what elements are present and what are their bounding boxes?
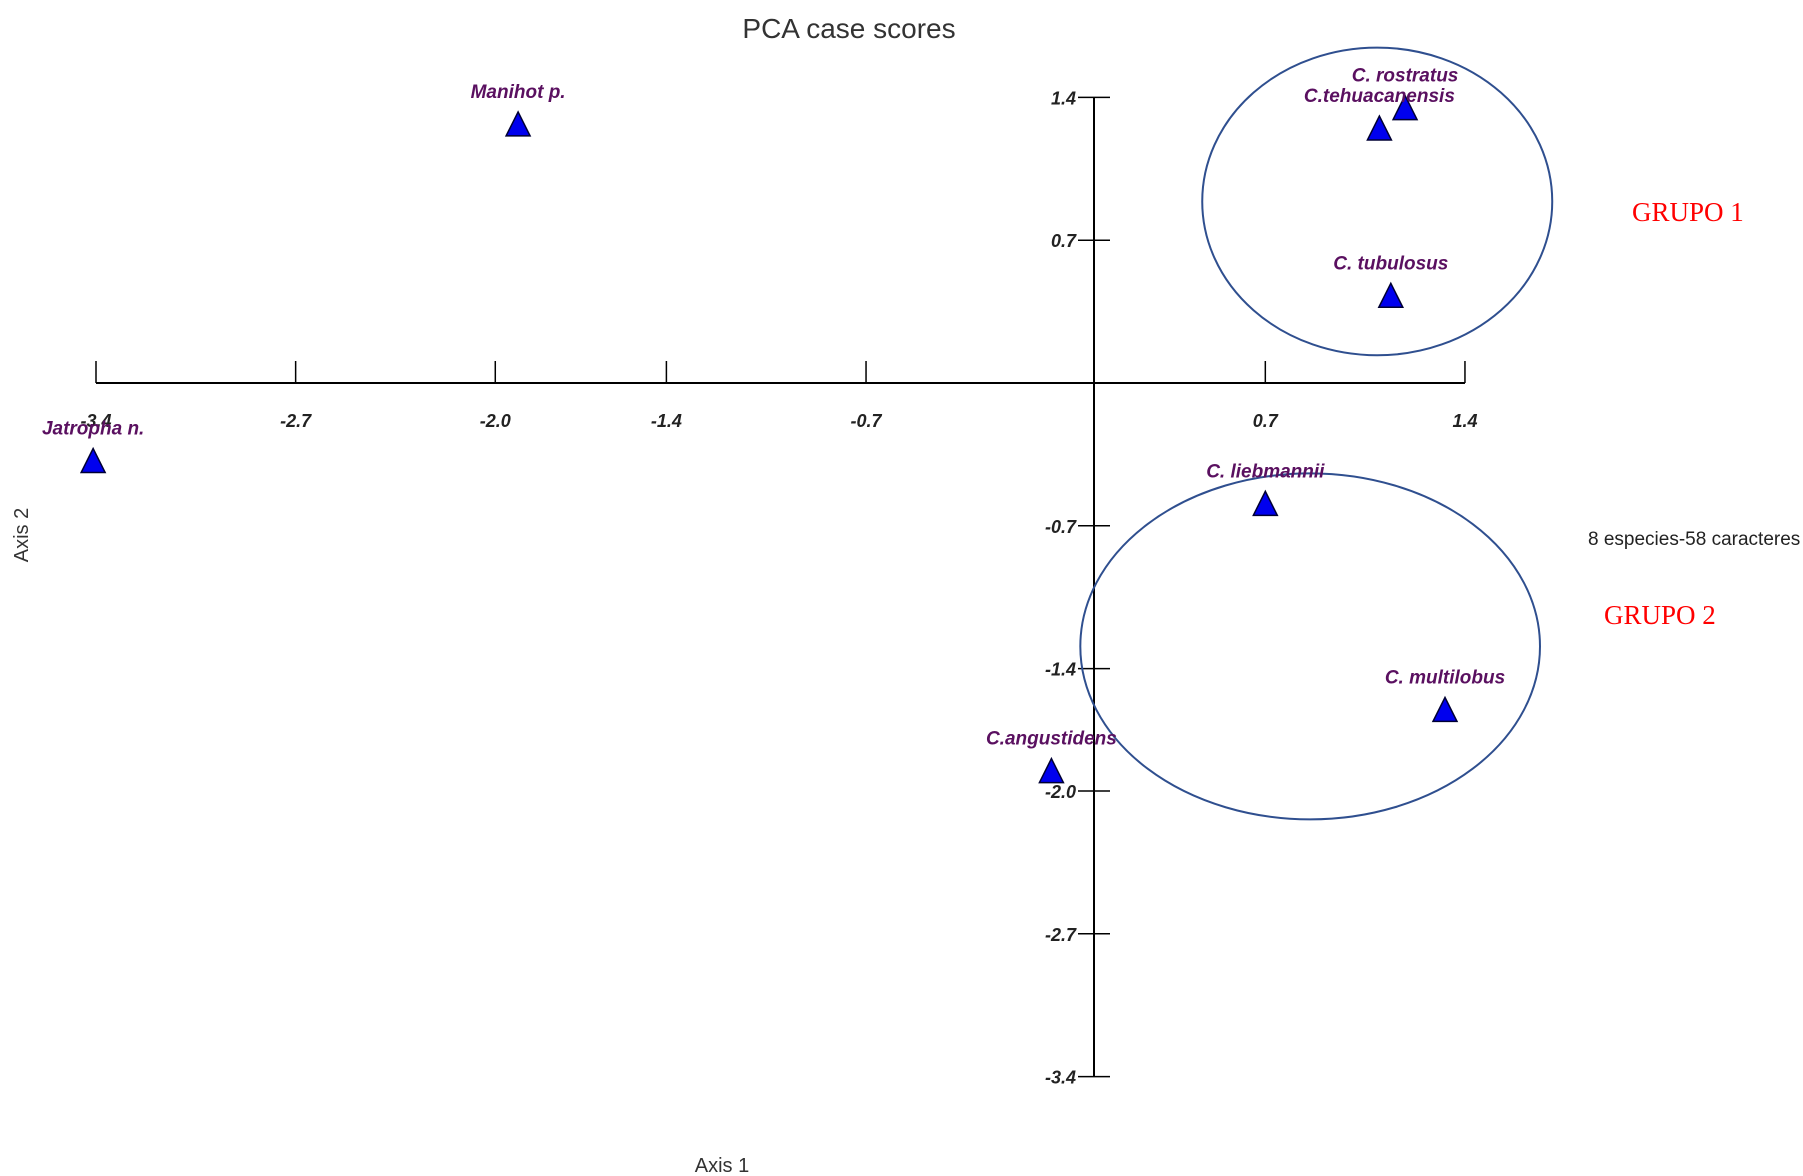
point-marker bbox=[1038, 756, 1065, 784]
y-tick-label: -1.4 bbox=[1045, 660, 1076, 680]
y-tick-label: -2.0 bbox=[1045, 782, 1076, 802]
annotation-species-characters: 8 especies-58 caracteres bbox=[1588, 529, 1800, 550]
x-tick-label: -2.0 bbox=[480, 411, 511, 431]
point-label: C. tubulosus bbox=[1333, 253, 1448, 274]
group-2-circle bbox=[1079, 472, 1541, 821]
point-marker bbox=[504, 110, 532, 137]
point-label: C.angustidens bbox=[986, 729, 1117, 750]
point-marker bbox=[79, 446, 107, 474]
point-marker bbox=[1252, 489, 1279, 517]
x-tick-label: -1.4 bbox=[651, 411, 682, 431]
chart-title: PCA case scores bbox=[742, 13, 955, 44]
x-axis-title: Axis 1 bbox=[695, 1155, 749, 1176]
x-tick-label: -0.7 bbox=[851, 411, 883, 431]
y-tick-label: -3.4 bbox=[1045, 1068, 1076, 1088]
point-label: Jatropha n. bbox=[42, 419, 144, 440]
y-tick-label: 0.7 bbox=[1051, 231, 1077, 251]
y-tick-label: -0.7 bbox=[1045, 517, 1077, 537]
point-label: Manihot p. bbox=[471, 82, 566, 103]
x-tick-label: -3.4 bbox=[80, 411, 111, 431]
y-axis-title: Axis 2 bbox=[11, 508, 33, 562]
y-tick-label: -2.7 bbox=[1045, 925, 1077, 945]
point-label: C. rostratus bbox=[1352, 66, 1459, 87]
point-label: C. multilobus bbox=[1385, 667, 1505, 688]
point-marker bbox=[1391, 93, 1419, 121]
group-1-circle bbox=[1201, 46, 1554, 357]
point-label: C.tehuacanensis bbox=[1304, 86, 1455, 107]
x-tick-label: 0.7 bbox=[1253, 411, 1279, 431]
point-marker bbox=[1377, 281, 1405, 309]
point-label: C. liebmannii bbox=[1206, 461, 1325, 482]
point-marker bbox=[1431, 695, 1459, 723]
point-marker bbox=[1366, 114, 1393, 141]
y-tick-label: 1.4 bbox=[1051, 88, 1076, 108]
x-tick-label: 1.4 bbox=[1452, 411, 1477, 431]
group-1-label: GRUPO 1 bbox=[1632, 197, 1744, 227]
group-2-label: GRUPO 2 bbox=[1604, 600, 1716, 630]
x-tick-label: -2.7 bbox=[280, 411, 312, 431]
